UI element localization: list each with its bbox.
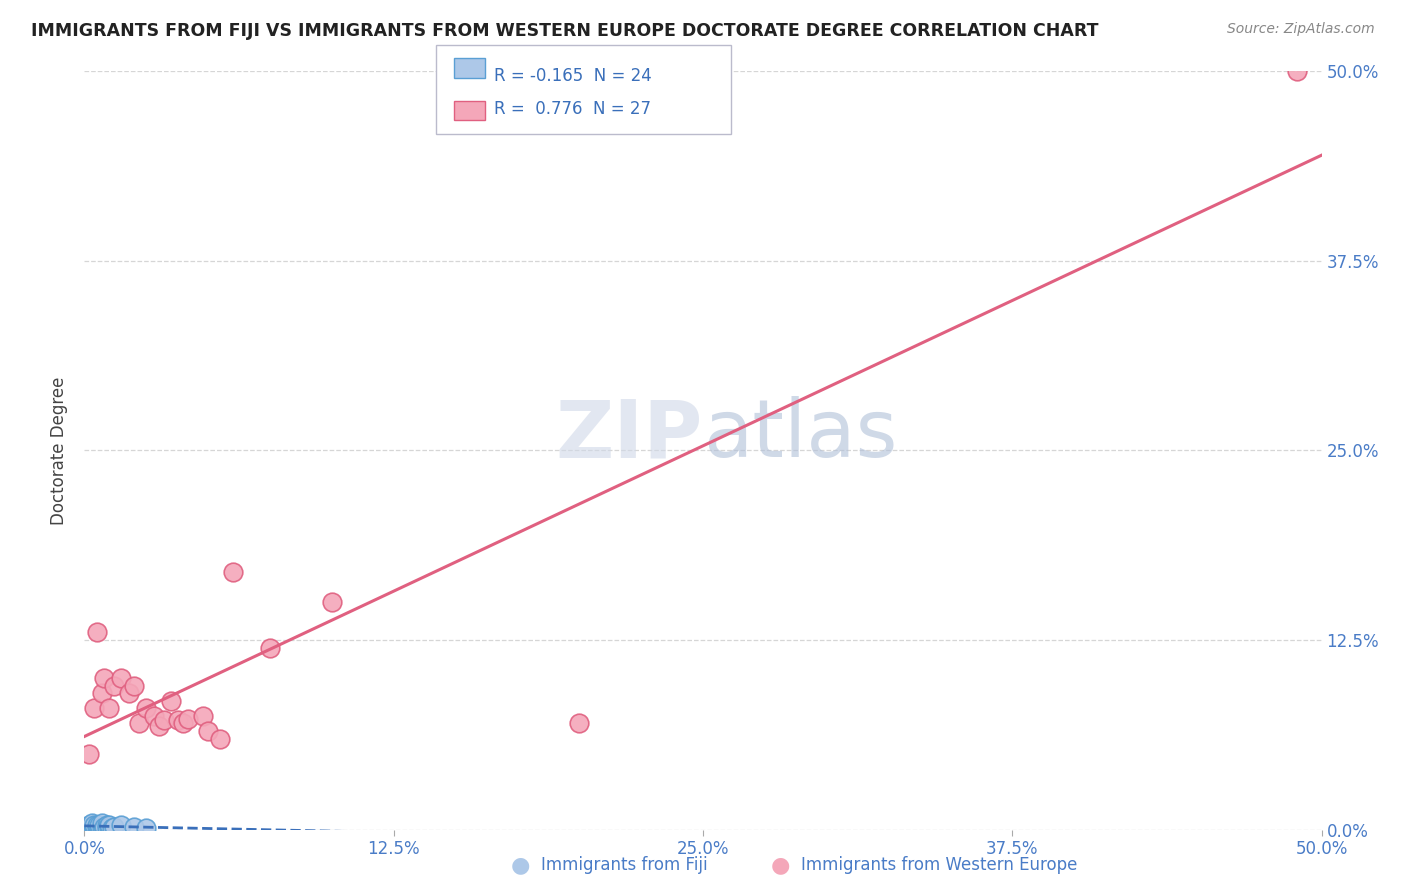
Point [197, 724, 219, 739]
Point [93, 820, 115, 834]
Point [167, 714, 190, 728]
Point [96, 818, 118, 832]
Text: ZIP: ZIP [555, 396, 703, 475]
Point [110, 671, 132, 685]
Text: ●: ● [510, 855, 530, 875]
Point [96, 821, 118, 835]
Point [79, 821, 101, 835]
Point [89, 821, 111, 835]
Point [86, 818, 108, 832]
Point [135, 821, 157, 835]
Point [152, 714, 174, 728]
Point [177, 712, 200, 726]
Point [259, 640, 281, 655]
Point [76, 820, 98, 834]
Point [568, 716, 591, 731]
Point [98, 701, 121, 715]
Point [110, 818, 132, 832]
Point [103, 820, 125, 834]
Point [86, 625, 108, 640]
Point [83, 821, 105, 835]
Point [86, 820, 108, 834]
Point [98, 820, 121, 834]
Point [172, 716, 194, 731]
Point [118, 686, 141, 700]
Point [90, 816, 112, 830]
Point [122, 678, 145, 692]
Point [209, 731, 232, 746]
Point [321, 595, 343, 609]
Point [90, 820, 112, 834]
Point [89, 818, 111, 832]
Text: IMMIGRANTS FROM FIJI VS IMMIGRANTS FROM WESTERN EUROPE DOCTORATE DEGREE CORRELAT: IMMIGRANTS FROM FIJI VS IMMIGRANTS FROM … [31, 22, 1098, 40]
Point [148, 719, 170, 733]
Point [1285, 64, 1308, 78]
Point [83, 818, 105, 832]
Text: atlas: atlas [703, 396, 897, 475]
Point [93, 671, 115, 685]
Point [79, 818, 101, 832]
Point [80, 816, 103, 830]
Point [79, 747, 101, 761]
Text: Source: ZipAtlas.com: Source: ZipAtlas.com [1227, 22, 1375, 37]
Point [160, 694, 183, 708]
Point [83, 701, 105, 715]
Text: R =  0.776  N = 27: R = 0.776 N = 27 [494, 100, 651, 118]
Point [142, 708, 165, 723]
Point [100, 821, 122, 835]
Y-axis label: Doctorate Degree: Doctorate Degree [51, 376, 69, 524]
Point [128, 716, 150, 731]
Point [103, 678, 125, 692]
Point [122, 820, 145, 834]
Point [98, 818, 121, 832]
Text: R = -0.165  N = 24: R = -0.165 N = 24 [494, 67, 651, 85]
Text: Immigrants from Fiji: Immigrants from Fiji [541, 856, 709, 874]
Text: Immigrants from Western Europe: Immigrants from Western Europe [801, 856, 1078, 874]
Point [135, 701, 157, 715]
Point [80, 820, 103, 834]
Point [222, 565, 245, 579]
Text: ●: ● [770, 855, 790, 875]
Point [90, 686, 112, 700]
Point [93, 821, 115, 835]
Point [191, 708, 214, 723]
